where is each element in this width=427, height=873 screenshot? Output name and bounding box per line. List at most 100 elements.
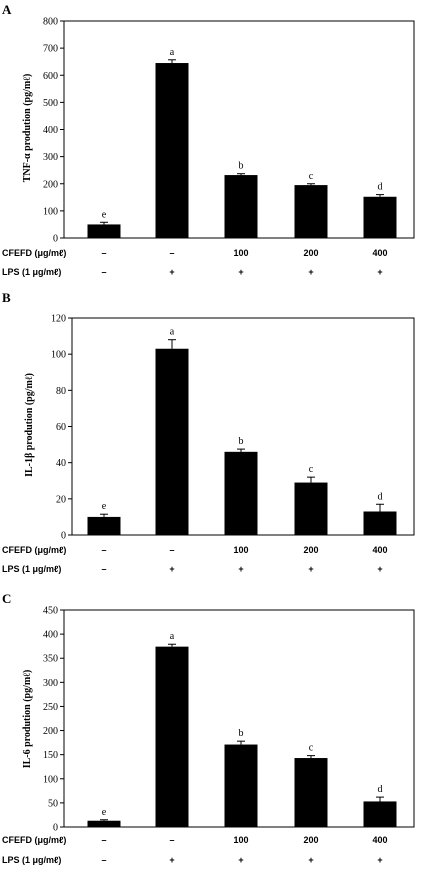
cfefd-row-label: CFEFD (μg/mℓ): [2, 545, 66, 555]
lps-value: +: [169, 564, 174, 574]
bar: [224, 744, 258, 827]
lps-row-label: LPS (1 μg/mℓ): [2, 855, 61, 865]
y-axis-label: TNF-α prodution (pg/mℓ): [22, 74, 33, 183]
y-tick-label: 150: [43, 750, 58, 761]
y-tick-label: 450: [43, 606, 58, 617]
bar: [224, 175, 258, 238]
y-tick-label: 100: [51, 350, 66, 361]
lps-value: –: [101, 855, 106, 865]
y-tick-label: 0: [53, 823, 58, 834]
significance-label: d: [378, 491, 383, 502]
cfefd-value: 400: [372, 248, 387, 258]
significance-label: b: [239, 161, 244, 172]
lps-value: +: [169, 855, 174, 865]
y-tick-label: 80: [56, 386, 66, 397]
lps-value: +: [169, 267, 174, 277]
cfefd-value: 200: [303, 248, 318, 258]
y-tick-label: 300: [43, 678, 58, 689]
y-tick-label: 600: [43, 71, 58, 82]
panel-letter: C: [2, 591, 11, 606]
significance-label: a: [170, 631, 175, 642]
y-tick-label: 400: [43, 630, 58, 641]
condition-table: – – 100 200 400 – + + + +: [101, 835, 387, 865]
condition-table: – – 100 200 400 – + + + +: [101, 248, 387, 277]
significance-label: e: [102, 501, 107, 512]
y-tick-label: 20: [56, 494, 66, 505]
cfefd-value: 400: [372, 545, 387, 555]
panel-a: A TNF-α prodution (pg/mℓ) 0 100 200 300 400 5…: [2, 2, 415, 277]
significance-label: d: [378, 784, 383, 795]
lps-value: +: [377, 267, 382, 277]
significance-label: e: [102, 807, 107, 818]
y-axis-label: IL-1β prodution (pg/mℓ): [24, 373, 35, 477]
cfefd-value: 100: [233, 545, 248, 555]
y-tick-label: 500: [43, 98, 58, 109]
significance-label: c: [309, 464, 314, 475]
cfefd-value: –: [169, 545, 174, 555]
bar: [87, 820, 121, 827]
significance-label: a: [170, 47, 175, 58]
bar: [363, 196, 397, 238]
y-tick-label: 40: [56, 458, 66, 469]
plot-area: 0 20 40 60 80 100 120 e a b c d: [51, 314, 415, 542]
plot-area: 0 100 200 300 400 500 600 700 800 e a b c d: [43, 17, 415, 245]
cfefd-row-label: CFEFD (μg/mℓ): [2, 835, 66, 845]
y-tick-label: 200: [43, 726, 58, 737]
y-tick-label: 400: [43, 125, 58, 136]
significance-label: b: [239, 436, 244, 447]
y-tick-label: 0: [53, 234, 58, 245]
bar: [363, 801, 397, 827]
bar: [224, 451, 258, 535]
significance-label: b: [239, 728, 244, 739]
cfefd-value: 400: [372, 835, 387, 845]
panel-c: C IL-6 prodution (pg/mℓ) 0 50 100 150 200 250…: [2, 591, 415, 865]
cfefd-value: 100: [233, 835, 248, 845]
y-tick-label: 200: [43, 179, 58, 190]
bar: [155, 646, 189, 827]
bar: [155, 63, 189, 239]
lps-value: +: [308, 564, 313, 574]
lps-value: +: [308, 855, 313, 865]
cfefd-value: –: [169, 248, 174, 258]
lps-value: +: [238, 267, 243, 277]
panel-letter: B: [2, 290, 11, 305]
y-tick-label: 700: [43, 44, 58, 55]
cfefd-row-label: CFEFD (μg/mℓ): [2, 248, 66, 258]
y-tick-label: 800: [43, 17, 58, 28]
y-tick-label: 100: [43, 774, 58, 785]
significance-label: c: [309, 743, 314, 754]
y-axis-label: IL-6 prodution (pg/mℓ): [22, 670, 33, 769]
bar: [363, 511, 397, 535]
significance-label: d: [378, 182, 383, 193]
lps-row-label: LPS (1 μg/mℓ): [2, 267, 61, 277]
lps-value: +: [377, 855, 382, 865]
bar: [294, 482, 328, 535]
significance-label: e: [102, 209, 107, 220]
bar: [294, 758, 328, 827]
lps-value: +: [308, 267, 313, 277]
bar: [155, 348, 189, 535]
cfefd-value: 200: [303, 835, 318, 845]
plot-area: 0 50 100 150 200 250 300 350 400 450 e a b c d: [43, 606, 415, 834]
lps-value: –: [101, 267, 106, 277]
significance-label: a: [170, 327, 175, 338]
lps-value: –: [101, 564, 106, 574]
panel-b: B IL-1β prodution (pg/mℓ) 0 20 40 60 80 100 12…: [2, 290, 415, 574]
bar: [87, 224, 121, 238]
y-tick-label: 120: [51, 314, 66, 325]
y-tick-label: 50: [48, 798, 58, 809]
y-tick-label: 350: [43, 654, 58, 665]
lps-row-label: LPS (1 μg/mℓ): [2, 564, 61, 574]
cfefd-value: –: [169, 835, 174, 845]
y-tick-label: 250: [43, 702, 58, 713]
panel-letter: A: [2, 2, 12, 17]
condition-table: – – 100 200 400 – + + + +: [101, 545, 387, 574]
y-tick-label: 60: [56, 422, 66, 433]
lps-value: +: [238, 564, 243, 574]
y-tick-label: 0: [61, 531, 66, 542]
cfefd-value: –: [101, 248, 106, 258]
significance-label: c: [309, 171, 314, 182]
cfefd-value: –: [101, 545, 106, 555]
bar: [87, 516, 121, 535]
